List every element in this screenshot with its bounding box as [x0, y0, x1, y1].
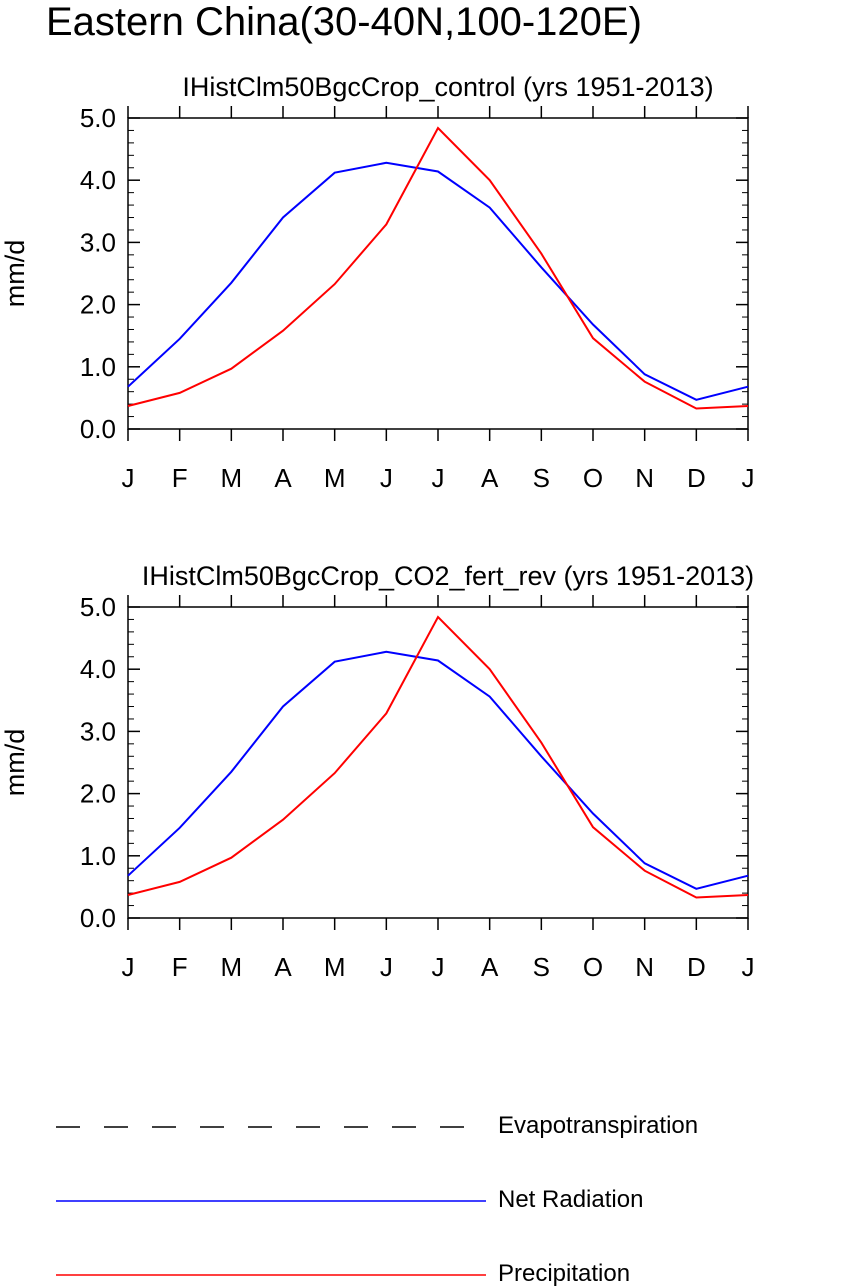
series-line-net-radiation	[127, 650, 749, 890]
legend-label-precipitation: Precipitation	[498, 1260, 631, 1287]
x-tick-label: M	[220, 463, 242, 493]
x-tick-label: F	[172, 952, 188, 982]
x-tick-label: F	[172, 463, 188, 493]
y-tick-label: 0.0	[80, 903, 116, 933]
charts-canvas: IHistClm50BgcCrop_control (yrs 1951-2013…	[0, 72, 755, 982]
x-tick-label: J	[432, 952, 445, 982]
x-tick-label: N	[635, 463, 654, 493]
x-tick-label: D	[687, 952, 706, 982]
y-axis-label: mm/d	[0, 240, 30, 308]
y-tick-label: 2.0	[80, 779, 116, 809]
y-tick-label: 1.0	[80, 841, 116, 871]
x-tick-label: N	[635, 952, 654, 982]
x-tick-label: A	[481, 463, 499, 493]
series-line-net-radiation	[127, 161, 749, 401]
y-tick-label: 0.0	[80, 414, 116, 444]
figure-title: Eastern China(30-40N,100-120E)	[46, 0, 642, 44]
x-tick-label: D	[687, 463, 706, 493]
x-tick-label: M	[324, 463, 346, 493]
panel-title: IHistClm50BgcCrop_control (yrs 1951-2013…	[182, 72, 713, 102]
x-tick-label: A	[274, 463, 292, 493]
x-tick-label: J	[122, 463, 135, 493]
y-tick-label: 2.0	[80, 290, 116, 320]
y-tick-label: 4.0	[80, 165, 116, 195]
y-tick-label: 1.0	[80, 352, 116, 382]
x-tick-label: O	[583, 463, 603, 493]
y-tick-label: 5.0	[80, 103, 116, 133]
panel-co2-fert-rev: IHistClm50BgcCrop_CO2_fert_rev (yrs 1951…	[0, 561, 755, 982]
legend-label-evapotranspiration: Evapotranspiration	[498, 1112, 699, 1139]
x-tick-label: O	[583, 952, 603, 982]
x-tick-label: A	[481, 952, 499, 982]
panel-title: IHistClm50BgcCrop_CO2_fert_rev (yrs 1951…	[142, 561, 754, 591]
x-tick-label: J	[122, 952, 135, 982]
x-tick-label: J	[432, 463, 445, 493]
y-tick-label: 3.0	[80, 227, 116, 257]
x-tick-label: S	[533, 952, 550, 982]
series-line-precipitation	[127, 126, 749, 410]
series-line-precipitation	[127, 615, 749, 899]
y-tick-label: 4.0	[80, 654, 116, 684]
x-tick-label: J	[380, 463, 393, 493]
panel-control: IHistClm50BgcCrop_control (yrs 1951-2013…	[0, 72, 755, 493]
x-tick-label: M	[324, 952, 346, 982]
y-tick-label: 5.0	[80, 592, 116, 622]
x-tick-label: A	[274, 952, 292, 982]
x-tick-label: J	[380, 952, 393, 982]
y-tick-label: 3.0	[80, 716, 116, 746]
x-tick-label: J	[742, 463, 755, 493]
legend-label-net-radiation: Net Radiation	[498, 1186, 644, 1213]
x-tick-label: J	[742, 952, 755, 982]
x-tick-label: M	[220, 952, 242, 982]
y-axis-label: mm/d	[0, 729, 30, 797]
x-tick-label: S	[533, 463, 550, 493]
